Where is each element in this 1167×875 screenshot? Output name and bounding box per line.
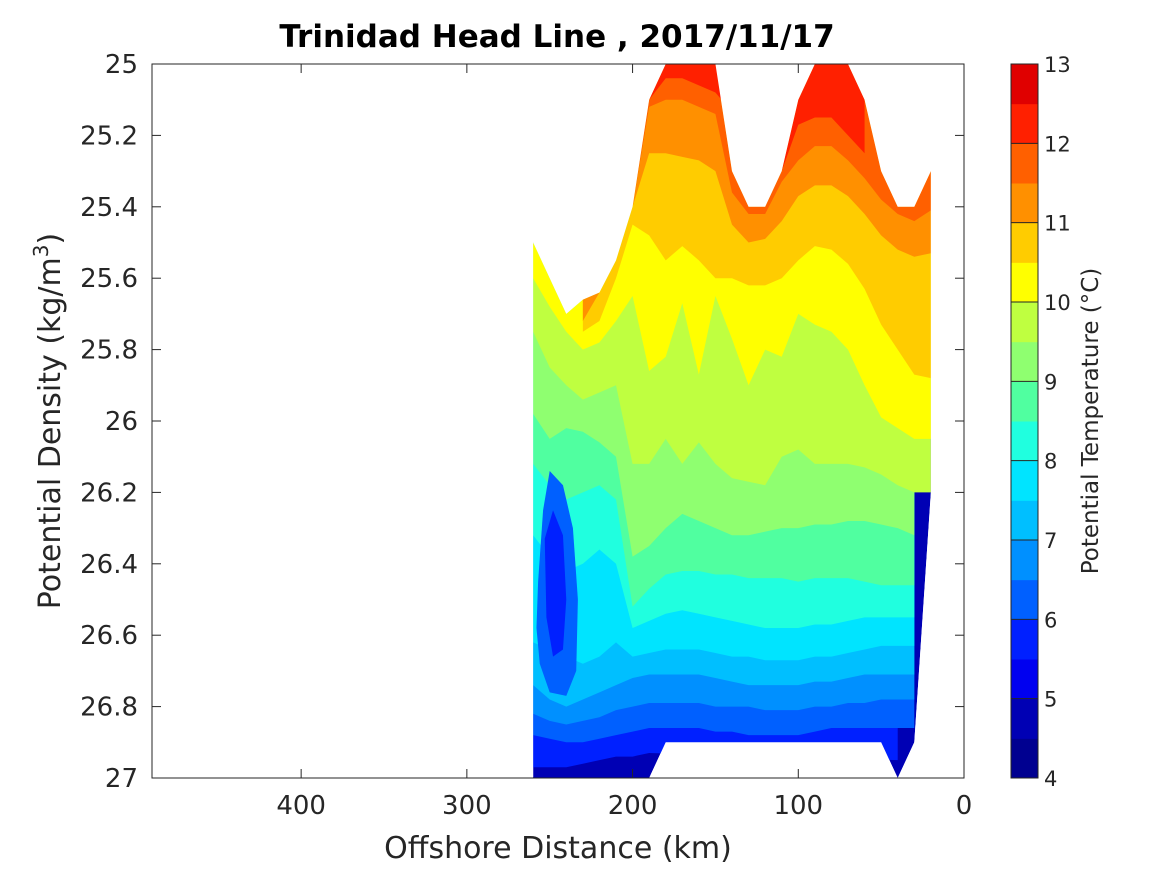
chart-title: Trinidad Head Line , 2017/11/17	[279, 19, 834, 55]
x-tick-label: 200	[608, 791, 658, 821]
colorbar-swatch	[1011, 698, 1038, 739]
colorbar-tick-label: 8	[1044, 450, 1057, 474]
y-tick-label: 26.8	[80, 693, 138, 723]
no-data-offshore	[153, 65, 534, 777]
colorbar-swatch	[1011, 381, 1038, 422]
colorbar-swatch	[1011, 500, 1038, 541]
colorbar-tick-label: 12	[1044, 132, 1071, 156]
colorbar-swatch	[1011, 460, 1038, 501]
x-tick-label: 0	[956, 791, 973, 821]
y-tick-label: 25.2	[80, 121, 138, 151]
cold-core-6	[544, 510, 567, 657]
y-axis-label: Potential Density (kg/m3)	[29, 233, 68, 609]
y-axis: 25 25.2 25.4 25.6 25.8 26 26.2 26.4 26.6 26.8 27	[80, 50, 964, 794]
colorbar-swatch	[1011, 341, 1038, 382]
y-tick-label: 26.6	[80, 621, 138, 651]
colorbar-swatch	[1011, 302, 1038, 343]
no-data-surface	[533, 64, 931, 314]
colorbar-swatch	[1011, 619, 1038, 660]
colorbar-tick-label: 13	[1044, 53, 1071, 77]
contour-band-11.5	[616, 64, 865, 261]
colorbar-label: Potential Temperature (°C)	[1078, 268, 1104, 575]
colorbar-swatch	[1011, 103, 1038, 144]
colorbar-swatch	[1011, 579, 1038, 620]
y-tick-label: 26	[105, 407, 138, 437]
y-axis-label-text: Potential Density (kg/m	[33, 257, 68, 609]
temperature-contours	[533, 64, 931, 778]
y-tick-label: 26.2	[80, 478, 138, 508]
colorbar: 4 5 6 7 8 9 10 11 12 13	[1010, 53, 1071, 791]
y-tick-label: 25.8	[80, 336, 138, 366]
colorbar-swatch	[1011, 540, 1038, 581]
colorbar-tick-label: 4	[1044, 767, 1057, 791]
y-tick-label: 25	[105, 50, 138, 80]
x-axis: 400 300 200 100 0	[276, 64, 972, 821]
x-axis-label: Offshore Distance (km)	[384, 831, 732, 866]
colorbar-swatch	[1011, 64, 1038, 105]
colorbar-swatch	[1011, 262, 1038, 303]
x-tick-label: 300	[442, 791, 492, 821]
colorbar-swatch	[1011, 421, 1038, 462]
x-tick-label: 400	[276, 791, 326, 821]
colorbar-swatch	[1011, 738, 1038, 779]
colorbar-tick-label: 9	[1044, 370, 1057, 394]
y-tick-label: 27	[105, 764, 138, 794]
colorbar-swatch	[1011, 183, 1038, 224]
colorbar-tick-label: 6	[1044, 608, 1057, 632]
x-tick-label: 100	[773, 791, 823, 821]
y-axis-label-superscript: 3	[29, 244, 53, 257]
y-tick-label: 25.4	[80, 193, 138, 223]
y-tick-label: 25.6	[80, 264, 138, 294]
colorbar-tick-label: 7	[1044, 529, 1057, 553]
y-tick-label: 26.4	[80, 550, 138, 580]
colorbar-tick-label: 11	[1044, 212, 1071, 236]
no-data-regions	[153, 64, 963, 778]
y-axis-label-suffix: )	[33, 233, 68, 245]
colorbar-swatch	[1011, 222, 1038, 263]
colorbar-tick-label: 5	[1044, 688, 1057, 712]
colorbar-tick-label: 10	[1044, 291, 1071, 315]
colorbar-swatch	[1011, 659, 1038, 700]
colorbar-swatch	[1011, 143, 1038, 184]
